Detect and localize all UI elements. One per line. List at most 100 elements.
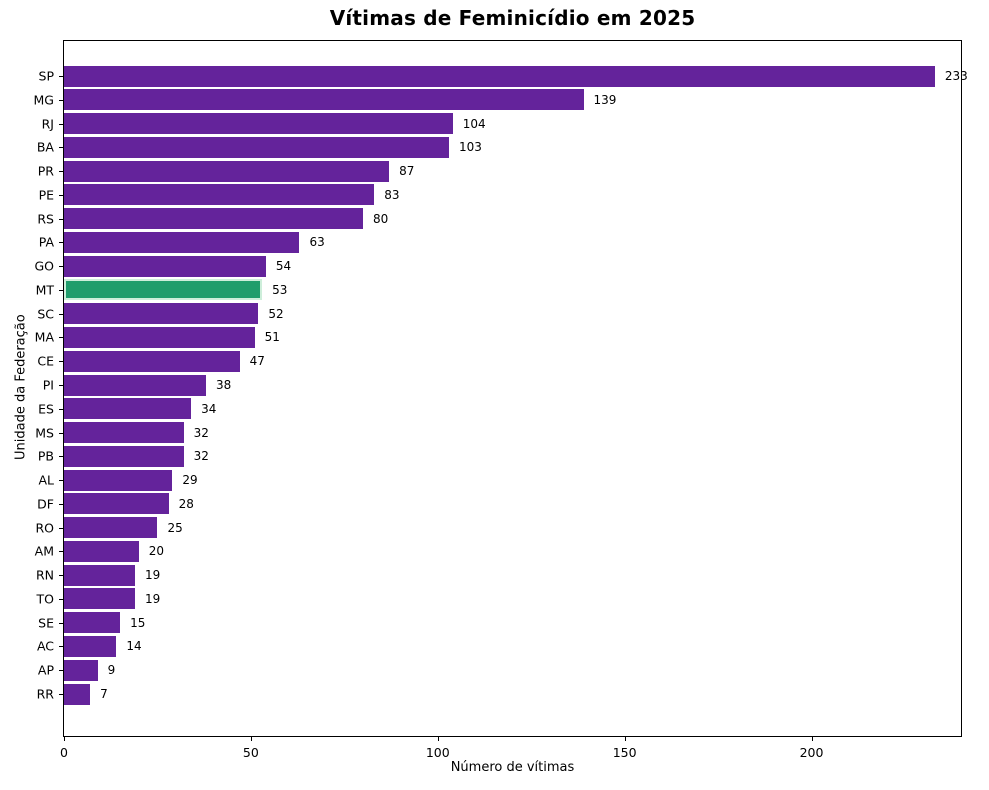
y-tick-label: PE	[38, 187, 54, 203]
bar-value-label: 29	[182, 473, 198, 488]
bar	[64, 493, 169, 515]
bar-value-label: 38	[216, 378, 232, 392]
bar-highlighted	[64, 279, 263, 301]
bar-value-label: 52	[268, 306, 284, 321]
bar-value-label: 233	[944, 69, 968, 83]
y-tick-mark	[59, 99, 64, 101]
bar	[64, 398, 192, 420]
bar-row: SP 233	[39, 65, 968, 87]
bar-row: AC 14	[37, 635, 961, 657]
y-tick-label: MG	[33, 92, 54, 108]
y-tick-label: AC	[36, 638, 54, 654]
bar	[64, 564, 135, 586]
bar	[64, 469, 173, 491]
bar-row: SC 52	[37, 303, 961, 325]
y-tick-mark	[59, 266, 64, 268]
bar	[64, 65, 935, 87]
y-tick-mark	[59, 432, 64, 434]
bar-row: RJ 104	[42, 113, 961, 135]
y-tick-label: RS	[37, 211, 54, 227]
bar	[64, 612, 121, 634]
bar	[64, 208, 363, 230]
y-tick-mark	[59, 171, 64, 173]
bar-row: AM 20	[35, 540, 961, 562]
bar-value-label: 28	[178, 496, 194, 511]
y-tick-mark	[59, 598, 64, 600]
y-tick-mark	[59, 670, 64, 672]
y-axis-label: Unidade da Federação	[13, 314, 29, 461]
y-tick-mark	[59, 361, 64, 363]
bar-row: RS 80	[37, 208, 961, 230]
bar	[64, 113, 453, 135]
y-tick-mark	[59, 194, 64, 196]
bar-value-label: 9	[107, 663, 116, 678]
y-tick-mark	[59, 408, 64, 410]
y-tick-label: SP	[38, 68, 54, 84]
x-tick-mark	[437, 736, 439, 741]
x-tick-label: 200	[799, 745, 824, 760]
bar	[64, 160, 390, 182]
y-tick-label: AP	[37, 662, 54, 678]
bar-value-label: 20	[148, 544, 165, 559]
bar-row: AP 9	[38, 659, 961, 681]
x-tick-label: 0	[60, 745, 68, 760]
bar-row: PR 87	[38, 160, 961, 182]
y-tick-label: TO	[36, 591, 54, 607]
y-tick-label: RO	[35, 520, 54, 536]
bar-row: ES 34	[38, 398, 961, 420]
bar	[64, 445, 184, 467]
y-tick-mark	[59, 313, 64, 315]
y-tick-mark	[59, 527, 64, 529]
y-tick-mark	[59, 456, 64, 458]
bar-value-label: 34	[201, 401, 217, 416]
y-tick-label: PA	[38, 234, 54, 250]
bar	[64, 517, 158, 539]
bar-value-label: 83	[384, 187, 400, 202]
bar-value-label: 25	[167, 520, 183, 535]
y-tick-mark	[59, 337, 64, 339]
y-tick-mark	[59, 123, 64, 125]
bar	[64, 89, 584, 111]
bar-value-label: 54	[275, 259, 292, 274]
bar	[64, 136, 449, 158]
bar	[64, 303, 259, 325]
chart-title: Vítimas de Feminicídio em 2025	[329, 6, 696, 30]
bar-row: RR 7	[37, 683, 961, 705]
bar-value-label: 19	[145, 591, 161, 606]
y-tick-label: MT	[35, 282, 54, 298]
y-tick-mark	[59, 289, 64, 291]
y-tick-label: SE	[38, 615, 54, 631]
bar	[64, 374, 207, 396]
bar-row: PB 32	[38, 445, 961, 467]
bar	[64, 588, 135, 610]
y-tick-label: AL	[38, 472, 54, 488]
bar	[64, 184, 375, 206]
bar-row: TO 19	[37, 588, 961, 610]
y-tick-label: PI	[42, 377, 54, 393]
y-tick-mark	[59, 218, 64, 220]
bar-value-label: 53	[272, 282, 288, 297]
bar	[64, 422, 184, 444]
bar-row: DF 28	[37, 493, 961, 515]
bar-value-label: 139	[593, 92, 617, 107]
bar	[64, 326, 255, 348]
y-tick-label: DF	[37, 496, 54, 512]
y-tick-label: RN	[35, 567, 54, 583]
y-tick-mark	[59, 694, 64, 695]
bar	[64, 635, 117, 657]
x-tick-mark	[811, 736, 813, 741]
bar-row: CE 47	[37, 350, 961, 372]
bar-value-label: 32	[193, 449, 209, 464]
x-tick-mark	[64, 736, 65, 741]
bar-row: PE 83	[39, 184, 961, 206]
bar	[64, 659, 98, 681]
x-tick-label: 150	[612, 745, 637, 760]
bar	[64, 540, 139, 562]
y-tick-label: ES	[38, 401, 54, 417]
y-tick-label: RJ	[41, 116, 54, 132]
y-tick-label: MS	[35, 425, 54, 441]
bar-value-label: 63	[309, 235, 325, 250]
y-tick-label: PB	[37, 448, 54, 464]
plot-area: SP 233 MG 139 RJ 104 BA 103 PR 87 PE 83 RS 80 PA 63 GO 54…	[34, 40, 968, 760]
y-tick-label: AM	[34, 543, 54, 559]
